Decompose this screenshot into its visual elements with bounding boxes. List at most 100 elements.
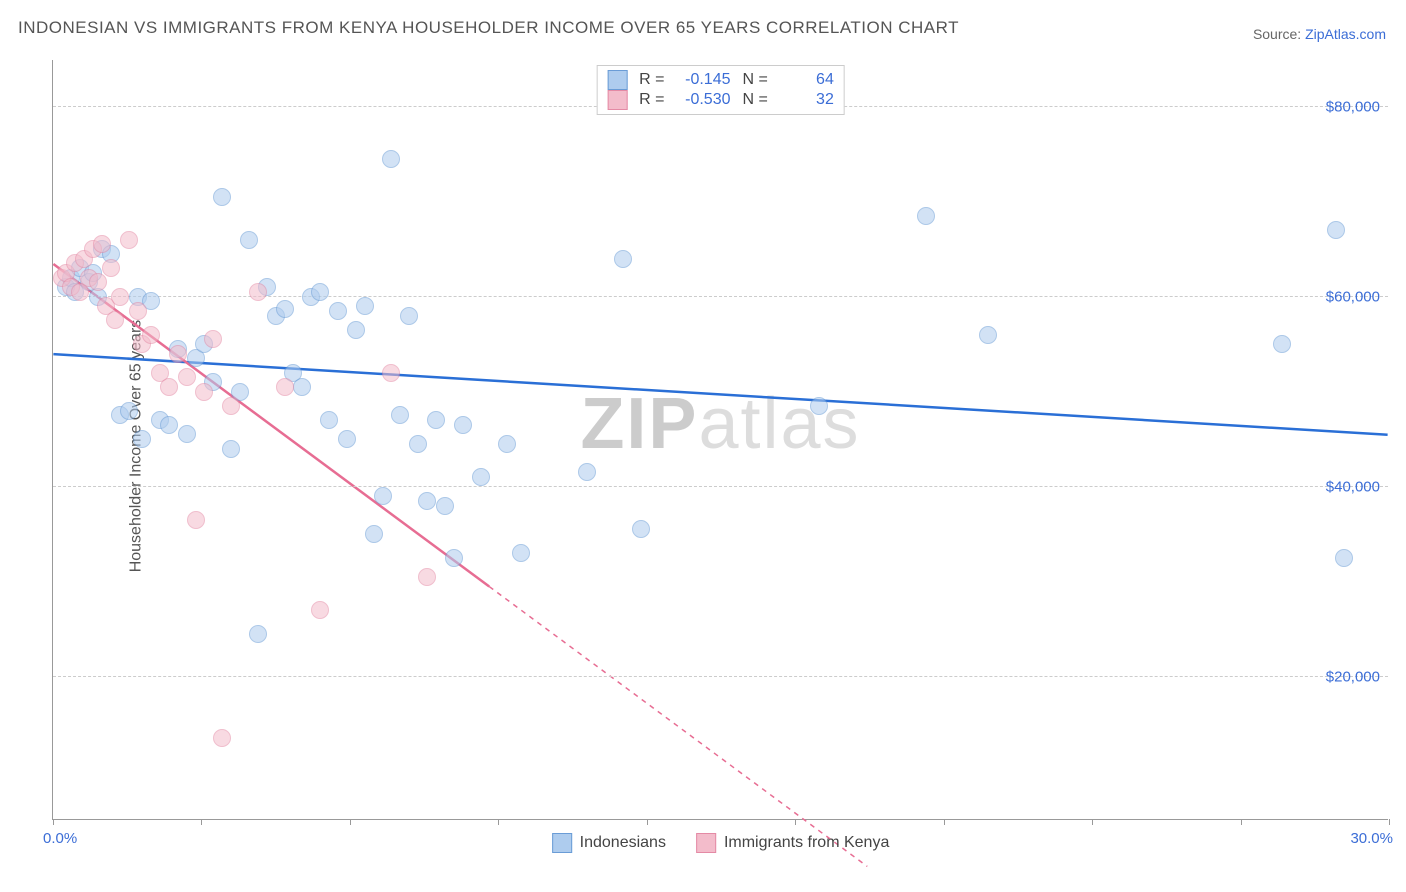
y-tick-label: $80,000 — [1326, 98, 1380, 115]
data-point — [391, 406, 409, 424]
data-point — [195, 383, 213, 401]
x-tick — [201, 819, 202, 825]
data-point — [365, 525, 383, 543]
x-tick — [1241, 819, 1242, 825]
source-link[interactable]: ZipAtlas.com — [1305, 26, 1386, 42]
data-point — [578, 463, 596, 481]
data-point — [329, 302, 347, 320]
data-point — [293, 378, 311, 396]
data-point — [204, 330, 222, 348]
data-point — [454, 416, 472, 434]
data-point — [498, 435, 516, 453]
data-point — [382, 364, 400, 382]
stat-val-n-0: 64 — [774, 71, 834, 89]
correlation-stats-box: R = -0.145 N = 64 R = -0.530 N = 32 — [596, 65, 845, 115]
data-point — [320, 411, 338, 429]
data-point — [979, 326, 997, 344]
data-point — [142, 326, 160, 344]
data-point — [311, 283, 329, 301]
swatch-series-1 — [696, 833, 716, 853]
y-tick-label: $60,000 — [1326, 288, 1380, 305]
gridline — [53, 676, 1388, 677]
x-tick — [350, 819, 351, 825]
data-point — [356, 297, 374, 315]
x-tick — [795, 819, 796, 825]
watermark-light: atlas — [698, 384, 860, 464]
data-point — [276, 378, 294, 396]
swatch-series-1 — [607, 90, 627, 110]
data-point — [409, 435, 427, 453]
data-point — [512, 544, 530, 562]
data-point — [187, 511, 205, 529]
data-point — [347, 321, 365, 339]
x-tick — [498, 819, 499, 825]
legend-label: Immigrants from Kenya — [724, 834, 889, 852]
stat-label-n: N = — [743, 71, 768, 89]
data-point — [917, 207, 935, 225]
y-tick-label: $40,000 — [1326, 478, 1380, 495]
data-point — [1273, 335, 1291, 353]
data-point — [810, 397, 828, 415]
data-point — [311, 601, 329, 619]
data-point — [129, 302, 147, 320]
data-point — [445, 549, 463, 567]
stats-row: R = -0.530 N = 32 — [607, 90, 834, 110]
data-point — [427, 411, 445, 429]
data-point — [111, 288, 129, 306]
x-tick — [1092, 819, 1093, 825]
y-tick-label: $20,000 — [1326, 668, 1380, 685]
data-point — [169, 345, 187, 363]
data-point — [338, 430, 356, 448]
data-point — [418, 492, 436, 510]
legend-item: Indonesians — [552, 833, 666, 853]
stat-val-n-1: 32 — [774, 91, 834, 109]
x-tick — [944, 819, 945, 825]
source-prefix: Source: — [1253, 26, 1305, 42]
data-point — [133, 430, 151, 448]
data-point — [1327, 221, 1345, 239]
data-point — [1335, 549, 1353, 567]
data-point — [240, 231, 258, 249]
data-point — [120, 402, 138, 420]
data-point — [418, 568, 436, 586]
data-point — [120, 231, 138, 249]
data-point — [106, 311, 124, 329]
data-point — [382, 150, 400, 168]
stats-row: R = -0.145 N = 64 — [607, 70, 834, 90]
x-axis-max-label: 30.0% — [1350, 830, 1393, 847]
data-point — [213, 729, 231, 747]
stat-label-r: R = — [639, 91, 664, 109]
legend-label: Indonesians — [580, 834, 666, 852]
data-point — [160, 416, 178, 434]
data-point — [436, 497, 454, 515]
data-point — [89, 273, 107, 291]
data-point — [614, 250, 632, 268]
data-point — [178, 425, 196, 443]
stat-val-r-1: -0.530 — [671, 91, 731, 109]
data-point — [249, 625, 267, 643]
data-point — [213, 188, 231, 206]
gridline — [53, 486, 1388, 487]
data-point — [632, 520, 650, 538]
stat-val-r-0: -0.145 — [671, 71, 731, 89]
data-point — [222, 440, 240, 458]
source-attribution: Source: ZipAtlas.com — [1253, 26, 1386, 42]
watermark: ZIPatlas — [580, 383, 860, 465]
data-point — [160, 378, 178, 396]
data-point — [276, 300, 294, 318]
data-point — [178, 368, 196, 386]
x-axis-min-label: 0.0% — [43, 830, 77, 847]
page-title: INDONESIAN VS IMMIGRANTS FROM KENYA HOUS… — [18, 18, 959, 38]
data-point — [400, 307, 418, 325]
trend-lines-svg — [53, 60, 1388, 819]
data-point — [249, 283, 267, 301]
data-point — [472, 468, 490, 486]
swatch-series-0 — [607, 70, 627, 90]
swatch-series-0 — [552, 833, 572, 853]
data-point — [222, 397, 240, 415]
x-tick — [1389, 819, 1390, 825]
data-point — [93, 235, 111, 253]
data-point — [374, 487, 392, 505]
scatter-chart: ZIPatlas R = -0.145 N = 64 R = -0.530 N … — [52, 60, 1388, 820]
legend: Indonesians Immigrants from Kenya — [552, 833, 890, 853]
